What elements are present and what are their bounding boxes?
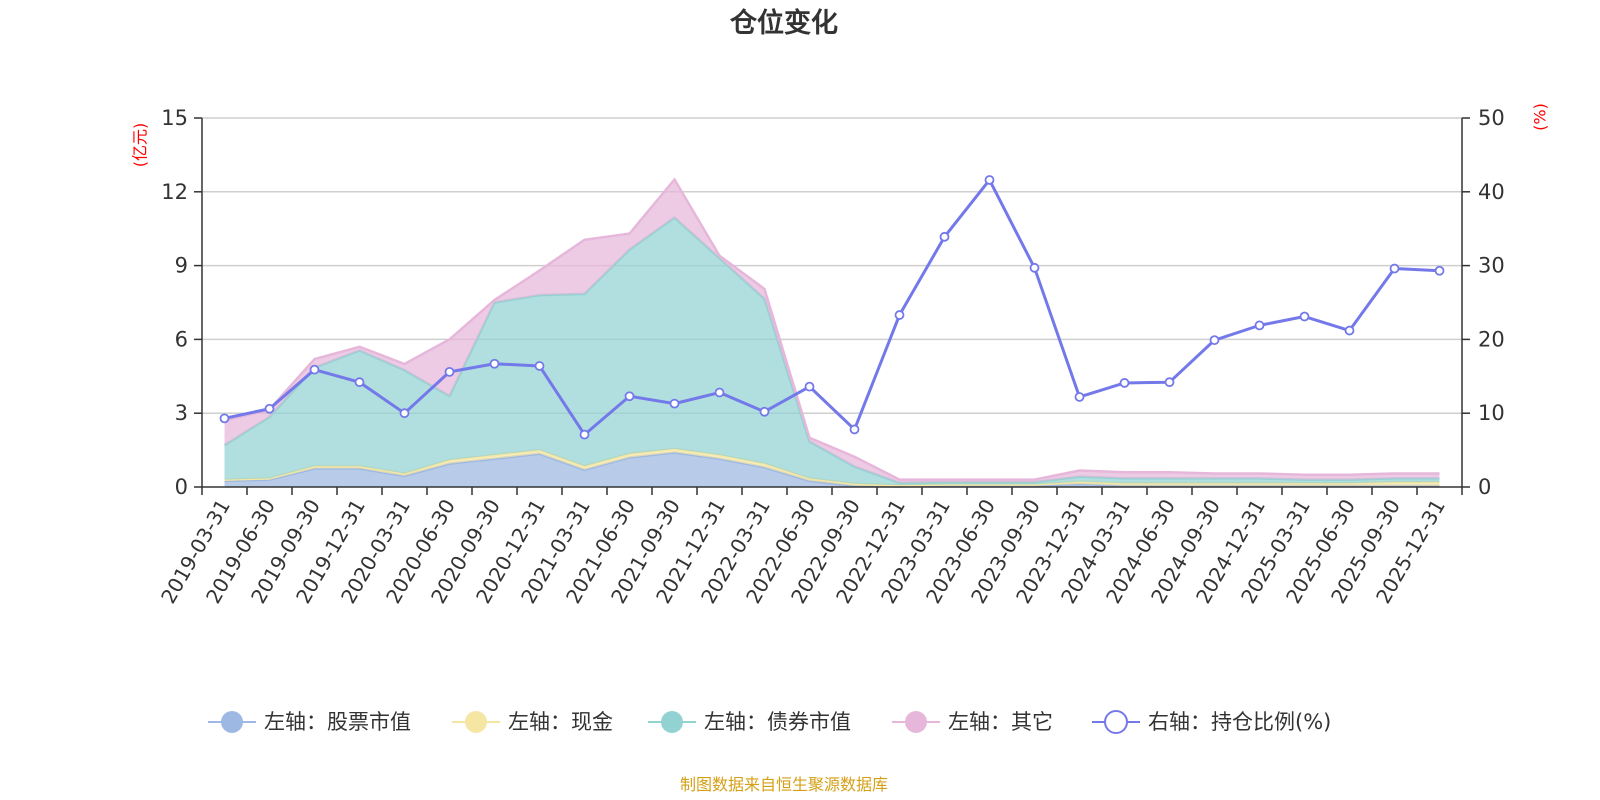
ratio-point <box>759 406 770 417</box>
right-axis-label: 0 <box>1478 475 1491 499</box>
legend-marker <box>661 711 683 733</box>
ratio-point <box>804 381 815 392</box>
area-3 <box>224 179 1440 483</box>
ratio-point <box>399 408 410 419</box>
ratio-point <box>354 377 365 388</box>
legend-label: 左轴：现金 <box>508 710 613 734</box>
ratio-point <box>1119 378 1130 388</box>
ratio-point <box>849 424 860 435</box>
legend-label: 左轴：股票市值 <box>264 710 411 734</box>
ratio-point <box>714 387 725 398</box>
legend-label: 右轴：持仓比例(%) <box>1148 710 1331 734</box>
left-axis-label: 12 <box>161 180 188 204</box>
right-axis-label: 40 <box>1478 180 1505 204</box>
legend-marker <box>905 711 927 733</box>
grid-lines <box>202 117 1462 414</box>
ratio-point <box>939 231 950 242</box>
ratio-point <box>1164 377 1175 388</box>
data-source-note: 制图数据来自恒生聚源数据库 <box>680 775 888 794</box>
ratio-point <box>579 429 590 440</box>
chart-title: 仓位变化 <box>729 7 838 39</box>
ratio-point <box>984 175 995 185</box>
left-axis-label: 0 <box>175 475 188 499</box>
left-axis-label: 15 <box>161 106 188 130</box>
area-edge-3 <box>224 177 1440 481</box>
ratio-point <box>1389 263 1400 274</box>
right-axis-label: 30 <box>1478 254 1505 278</box>
right-axis-label: 50 <box>1478 106 1505 130</box>
ratio-point <box>624 391 635 402</box>
ratio-line-path <box>224 178 1440 437</box>
right-axis-label: 10 <box>1478 401 1505 425</box>
ratio-point <box>219 413 230 424</box>
left-axis-label: 3 <box>175 401 188 425</box>
ratio-point <box>1344 325 1355 336</box>
ratio-point <box>1209 335 1220 346</box>
area-2 <box>224 217 1440 486</box>
right-axis-unit: (%) <box>1531 103 1550 131</box>
ratio-point <box>1434 265 1445 276</box>
stacked-areas <box>223 177 1440 488</box>
ratio-point <box>444 366 455 377</box>
legend-marker <box>221 711 243 733</box>
legend-marker <box>465 711 487 733</box>
legend-label: 左轴：债券市值 <box>704 710 851 734</box>
ratio-point <box>489 358 500 369</box>
right-axis-label: 20 <box>1478 327 1505 351</box>
ratio-point <box>1254 320 1265 331</box>
left-axis-label: 9 <box>175 254 188 278</box>
legend: 左轴：股票市值 左轴：现金 左轴：债券市值 左轴：其它 右轴：持仓比例(%) <box>208 710 1331 734</box>
left-axis-label: 6 <box>175 327 188 351</box>
ratio-point <box>534 361 545 371</box>
ratio-point <box>309 364 320 375</box>
ratio-point <box>894 310 905 320</box>
ratio-point <box>1299 311 1310 322</box>
legend-label: 左轴：其它 <box>948 710 1053 734</box>
legend-marker <box>1104 710 1128 734</box>
ratio-line <box>219 175 1445 440</box>
ratio-point <box>669 398 680 409</box>
ratio-point <box>1074 392 1085 402</box>
left-axis-unit: (亿元) <box>131 123 150 168</box>
area-0 <box>224 452 1440 487</box>
ratio-point <box>1029 262 1040 273</box>
ratio-point <box>264 403 275 414</box>
